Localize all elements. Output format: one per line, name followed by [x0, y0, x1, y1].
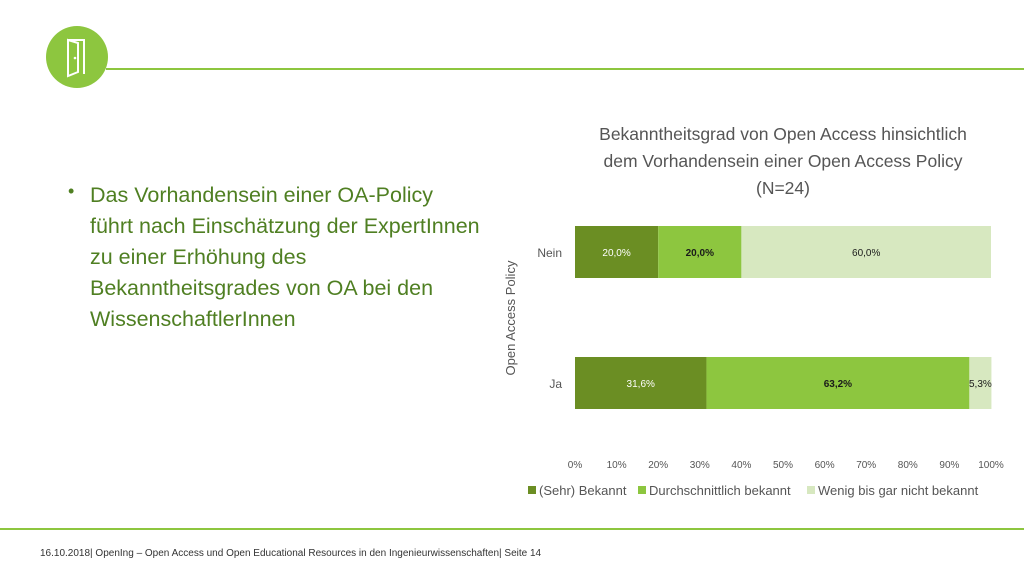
bar-segment: [706, 357, 970, 409]
legend-swatch: [807, 486, 815, 494]
footer: 16.10.2018| OpenIng – Open Access und Op…: [40, 548, 542, 559]
x-tick-label: 50%: [773, 460, 793, 471]
bullet-marker: •: [68, 181, 75, 201]
x-tick-label: 10%: [607, 460, 627, 471]
legend-label: Durchschnittlich bekannt: [649, 483, 791, 498]
top-divider: [106, 68, 1024, 70]
bottom-divider: [0, 528, 1024, 530]
x-tick-label: 20%: [648, 460, 668, 471]
data-label: 5,3%: [969, 379, 992, 390]
legend-swatch: [528, 486, 536, 494]
chart-title-line: dem Vorhandensein einer Open Access Poli…: [604, 151, 963, 171]
x-tick-label: 30%: [690, 460, 710, 471]
legend-label: Wenig bis gar nicht bekannt: [818, 483, 979, 498]
data-label: 60,0%: [852, 248, 880, 259]
x-tick-label: 0%: [568, 460, 583, 471]
data-label: 20,0%: [686, 248, 714, 259]
data-label: 20,0%: [602, 248, 630, 259]
category-label: Nein: [537, 246, 562, 260]
chart-title-line: (N=24): [756, 178, 810, 198]
bar-segment: [575, 226, 659, 278]
legend-swatch: [638, 486, 646, 494]
category-label: Ja: [549, 377, 562, 391]
data-label: 63,2%: [824, 379, 852, 390]
chart: Bekanntheitsgrad von Open Access hinsich…: [503, 124, 1004, 498]
door-icon: [67, 38, 85, 78]
bar-segment: [741, 226, 991, 278]
legend-label: (Sehr) Bekannt: [539, 483, 627, 498]
chart-title-line: Bekanntheitsgrad von Open Access hinsich…: [599, 124, 967, 144]
logo: [46, 26, 108, 88]
x-tick-label: 80%: [898, 460, 918, 471]
x-tick-label: 40%: [731, 460, 751, 471]
bar-segment: [575, 357, 707, 409]
x-tick-label: 100%: [978, 460, 1004, 471]
bar-segment: [658, 226, 742, 278]
data-label: 31,6%: [627, 379, 655, 390]
bullet-text: Das Vorhandensein einer OA-Policy führt …: [90, 183, 480, 331]
x-tick-label: 90%: [939, 460, 959, 471]
x-tick-label: 60%: [815, 460, 835, 471]
bar-segment: [969, 357, 992, 409]
y-axis-label: Open Access Policy: [503, 260, 518, 375]
x-tick-label: 70%: [856, 460, 876, 471]
